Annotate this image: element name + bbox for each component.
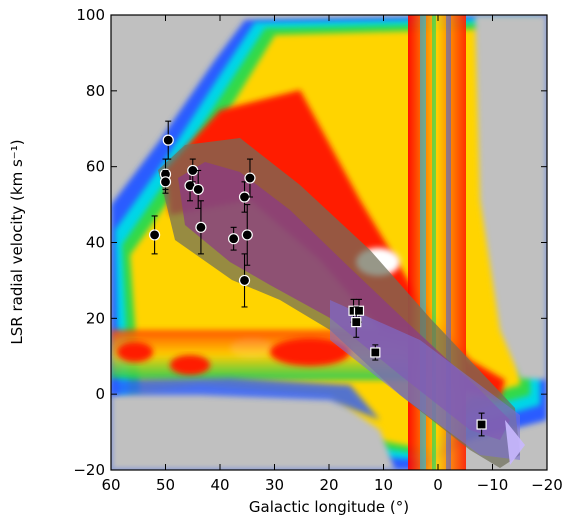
data-point-circle (159, 176, 172, 188)
model-band (158, 138, 525, 468)
y-tick-label: 80 (86, 82, 105, 100)
data-point-circle (238, 274, 251, 287)
x-tick-label: 10 (374, 476, 393, 494)
x-tick-label: 30 (265, 476, 284, 494)
data-point-square (370, 347, 381, 358)
emission-local-red (270, 338, 350, 366)
x-tick-label: 20 (319, 476, 338, 494)
emission-local-red (117, 342, 153, 362)
x-tick-label: 50 (156, 476, 175, 494)
data-point-square (476, 419, 487, 430)
data-point-circle (149, 229, 161, 241)
y-tick-label: −20 (73, 461, 105, 479)
emission-blank-upper-left (111, 15, 235, 190)
emission-gc-stripe (446, 15, 451, 470)
emission-blank-right (475, 15, 547, 380)
x-tick-label: 40 (210, 476, 229, 494)
data-point-square (353, 305, 365, 316)
emission-blank-low-edge (111, 378, 380, 420)
data-point-circle (162, 134, 174, 146)
x-axis-label: Galactic longitude (°) (249, 498, 409, 516)
x-tick-label: −20 (531, 476, 563, 494)
y-axis-label: LSR radial velocity (km s⁻¹) (8, 139, 26, 344)
data-point-circle (192, 183, 204, 196)
x-tick-label: 0 (433, 476, 443, 494)
data-point-square (351, 317, 362, 328)
y-tick-label: 40 (86, 234, 105, 252)
emission-gc-stripe (432, 15, 436, 470)
y-tick-label: 0 (95, 385, 105, 403)
emission-blank-low (111, 385, 395, 470)
y-tick-label: 100 (76, 6, 105, 24)
y-tick-label: 20 (86, 309, 105, 327)
model-band-tip-arrow (505, 420, 525, 465)
data-point-circle (241, 229, 253, 241)
y-tick-label: 60 (86, 158, 105, 176)
data-point-circle (244, 172, 256, 184)
x-tick-label: −10 (477, 476, 509, 494)
x-tick-label: 60 (101, 476, 120, 494)
data-point-circle (195, 221, 207, 233)
emission-gc-stripe (420, 15, 426, 470)
data-point-circle (228, 233, 240, 245)
data-points (149, 120, 487, 437)
emission-local-red (170, 355, 210, 375)
model-band-tip (330, 300, 520, 460)
